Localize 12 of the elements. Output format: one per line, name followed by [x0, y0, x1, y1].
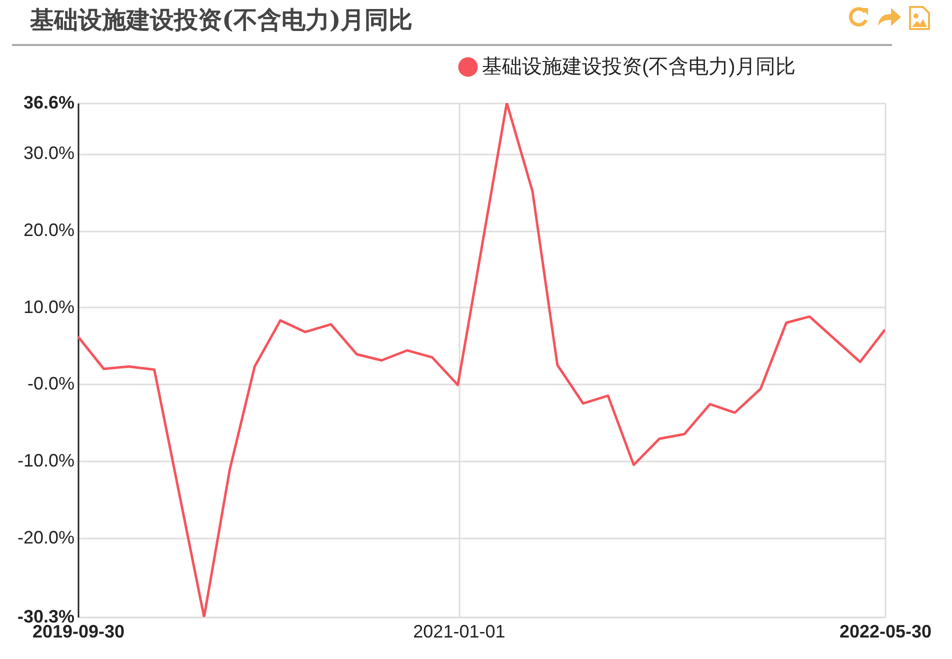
y-tick-label: -20.0% — [17, 527, 74, 548]
x-tick-label: 2022-05-30 — [839, 622, 932, 642]
y-tick-label: 30.0% — [23, 143, 74, 164]
y-tick-label: -10.0% — [17, 450, 74, 471]
y-tick-label: 20.0% — [23, 220, 74, 240]
legend-label: 基础设施建设投资(不含电力)月同比 — [482, 56, 796, 78]
y-tick-label: -0.0% — [27, 374, 74, 394]
chart-title: 基础设施建设投资(不含电力)月同比 — [30, 4, 413, 36]
x-tick-label: 2021-01-01 — [413, 622, 506, 642]
y-tick-label: 36.6% — [23, 92, 74, 112]
line-series — [78, 103, 885, 617]
y-tick-label: 10.0% — [23, 296, 74, 317]
